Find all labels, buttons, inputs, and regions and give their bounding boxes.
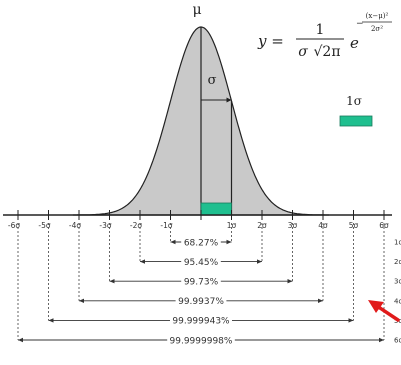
interval-right-arrow-icon (318, 298, 323, 303)
interval-left-arrow-icon (48, 318, 54, 323)
interval-label-bg (181, 255, 221, 268)
formula-lhs: y = (257, 32, 284, 50)
sigma-arrowhead-icon (226, 97, 232, 103)
axis-tick-label: -4σ (69, 221, 81, 230)
interval-label: 95.45% (184, 258, 219, 268)
interval-right-arrow-icon (287, 279, 293, 284)
sigma-label: σ (208, 73, 217, 88)
axis-tick-label: -2σ (130, 221, 142, 230)
formula: y = 1 σ √2π e − (x−μ)² 2σ² (257, 12, 392, 60)
interval-label: 68.27% (184, 238, 219, 248)
interval-left-arrow-icon (18, 337, 23, 343)
interval-label-bg (181, 236, 221, 248)
formula-exp-denominator: 2σ² (371, 25, 383, 33)
axis-tick-label: 2σ (257, 221, 267, 230)
mean-label: μ (192, 2, 201, 18)
axis-tick-label: 3σ (288, 221, 298, 230)
interval-label: 99.9937% (178, 297, 224, 307)
interval-right-arrow-icon (348, 318, 354, 323)
interval-label-bg (175, 294, 227, 307)
formula-numerator: 1 (316, 22, 325, 38)
formula-exp-numerator: (x−μ)² (366, 12, 389, 20)
formula-denominator-sigma: σ (298, 44, 308, 60)
interval-label: 99.9999998% (170, 336, 233, 346)
interval-sigma-label: 2σ (394, 258, 401, 266)
one-sigma-area (200, 202, 232, 216)
interval-left-arrow-icon (109, 279, 115, 284)
interval-sigma-label: 3σ (394, 278, 401, 286)
interval-right-arrow-icon (379, 337, 384, 343)
axis-tick-label: -1σ (160, 221, 172, 230)
axis-tick-label: -6σ (8, 221, 20, 230)
axis-tick-label: 6σ (379, 221, 389, 230)
interval-right-arrow-icon (257, 259, 262, 264)
interval-left-arrow-icon (140, 259, 145, 264)
interval-sigma-label: 1σ (394, 239, 401, 247)
interval-right-arrow-icon (226, 239, 232, 245)
axis-tick-label: 4σ (318, 221, 328, 230)
interval-label-bg (181, 275, 221, 288)
axis-tick-label: -3σ (99, 221, 111, 230)
formula-base: e (350, 34, 359, 52)
interval-left-arrow-icon (79, 298, 84, 303)
interval-sigma-label: 4σ (394, 297, 401, 305)
interval-label-bg (167, 334, 235, 346)
axis-tick-label: -5σ (38, 221, 50, 230)
interval-left-arrow-icon (170, 239, 176, 245)
formula-denominator-root: √2π (313, 44, 340, 60)
interval-label: 99.73% (184, 278, 219, 288)
axis-tick-label: 5σ (349, 221, 359, 230)
interval-sigma-label: 6σ (394, 337, 401, 345)
axis-tick-label: 1σ (227, 221, 237, 230)
red-arrow-icon (368, 300, 400, 322)
interval-label-bg (170, 314, 232, 327)
interval-label: 99.999943% (172, 317, 230, 327)
legend-swatch (339, 115, 373, 127)
legend-label: 1σ (346, 94, 362, 108)
formula-exp-sign: − (356, 19, 364, 29)
